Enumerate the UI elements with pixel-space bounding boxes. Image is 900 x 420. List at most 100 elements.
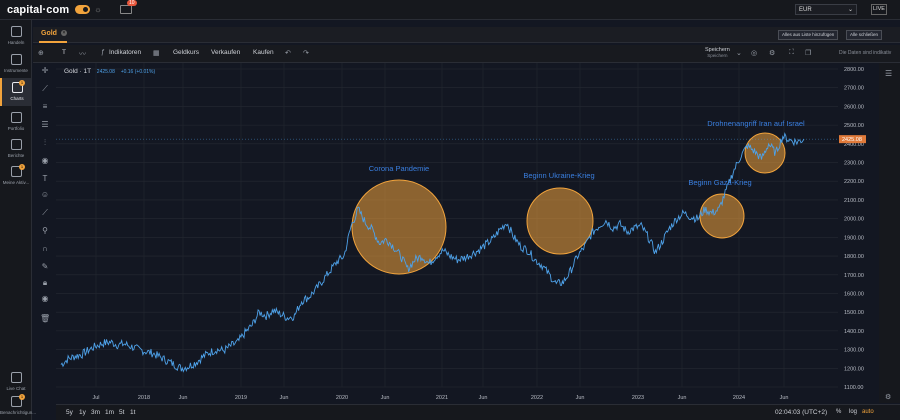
y-tick-label: 1900.00: [844, 235, 864, 241]
settings-lines-icon[interactable]: ☰: [885, 69, 893, 78]
period-1t[interactable]: 1t: [130, 409, 136, 416]
bottom-bar: 5y 1y 3m 1m 5t 1t 02:04:03 (UTC+2) % log…: [56, 404, 900, 420]
interval-button[interactable]: T: [62, 49, 66, 56]
logo[interactable]: capital·com: [7, 3, 70, 16]
currency-value: EUR: [799, 7, 812, 13]
circle-tool-icon[interactable]: ◉: [41, 156, 49, 165]
annotation-circle: [351, 179, 447, 275]
sidebar-item-label: Benachrichtigun...: [0, 410, 37, 415]
sidebar-item-live-chat[interactable]: Live Chat: [0, 368, 32, 396]
scale-settings-icon[interactable]: ⚙: [885, 394, 892, 401]
sidebar-badge: 1: [19, 394, 25, 400]
ruler-icon[interactable]: ⟋: [42, 208, 48, 217]
notifications-badge: 10: [127, 0, 137, 6]
buy-button[interactable]: Kaufen: [253, 49, 274, 56]
period-5y[interactable]: 5y: [66, 409, 73, 416]
chevron-down-icon[interactable]: ⌄: [736, 50, 742, 57]
activity-icon: [10, 166, 22, 177]
x-tick-label: 2018: [138, 395, 150, 401]
fullscreen-icon[interactable]: ⛶: [789, 49, 794, 56]
y-tick-label: 1300.00: [844, 348, 864, 354]
sidebar-item-label: Portfolio: [7, 126, 25, 131]
lock-icon[interactable]: 🔒︎: [42, 278, 48, 287]
sidebar-item-label: Charts: [10, 96, 24, 101]
fib-icon[interactable]: ☰: [41, 120, 49, 129]
sell-button[interactable]: Verkaufen: [211, 49, 241, 56]
crosshair-icon[interactable]: ✛: [41, 66, 49, 75]
sidebar-item-trade[interactable]: Handeln: [0, 22, 32, 50]
annotation-label: Beginn Ukraine-Krieg: [523, 171, 594, 180]
magnet-icon[interactable]: ∩: [42, 244, 48, 253]
chart-background: [56, 63, 879, 403]
y-tick-label: 1200.00: [844, 366, 864, 372]
sidebar-item-activity[interactable]: 1 Meine Aktiv...: [0, 162, 32, 190]
chat-icon: [10, 372, 22, 383]
add-to-list-button[interactable]: Alles aus Liste hinzufügen: [778, 30, 839, 40]
tab-gold[interactable]: Gold ×: [41, 30, 67, 37]
sidebar-item-reports[interactable]: Berichte: [0, 135, 32, 163]
y-tick-label: 2600.00: [844, 104, 864, 110]
annotation-circle: [526, 187, 594, 255]
trash-icon[interactable]: 🗑︎: [40, 314, 51, 323]
sidebar-item-label: Live Chat: [6, 386, 26, 391]
sidebar-item-portfolio[interactable]: Portfolio: [0, 108, 32, 136]
period-5t[interactable]: 5t: [119, 409, 125, 416]
zoom-icon[interactable]: ⚲: [42, 226, 48, 235]
chart-type-icon[interactable]: 〰: [79, 51, 86, 58]
notifications-icon[interactable]: 10: [119, 0, 137, 14]
y-tick-label: 2000.00: [844, 217, 864, 223]
redo-icon[interactable]: ↷: [303, 50, 309, 57]
price-chart[interactable]: 2800.00 2700.00 2600.00 2500.00 2400.00 2300.…: [56, 63, 879, 403]
period-1m[interactable]: 1m: [105, 409, 115, 416]
settings-gear-icon[interactable]: ⚙: [769, 50, 776, 57]
y-tick-label: 2200.00: [844, 179, 864, 185]
horizontal-lines-icon[interactable]: ≡: [42, 102, 48, 111]
y-tick-label: 2500.00: [844, 123, 864, 129]
log-toggle[interactable]: log: [849, 409, 858, 415]
trend-icon: [10, 26, 22, 37]
y-tick-label: 2800.00: [844, 67, 864, 73]
chevron-down-icon: ⌄: [847, 7, 853, 13]
period-1y[interactable]: 1y: [79, 409, 86, 416]
x-tick-label: 2024: [733, 395, 745, 401]
bid-price-button[interactable]: Geldkurs: [173, 49, 200, 56]
text-tool-icon[interactable]: T: [42, 174, 48, 183]
trend-line-icon[interactable]: ⟋: [42, 84, 48, 93]
dark-mode-toggle-icon[interactable]: [75, 5, 91, 14]
x-tick-label: Jun: [780, 395, 789, 401]
pencil-icon[interactable]: ✎: [41, 262, 49, 271]
clock: 02:04:03 (UTC+2): [775, 409, 828, 416]
currency-select[interactable]: EUR ⌄: [795, 4, 857, 15]
auto-toggle[interactable]: auto: [862, 409, 874, 415]
live-badge[interactable]: LIVE: [871, 4, 887, 15]
light-mode-icon[interactable]: ☼: [94, 5, 102, 14]
undo-icon[interactable]: ↶: [285, 50, 291, 57]
sidebar-item-instruments[interactable]: Instrumente: [0, 50, 32, 78]
add-instrument-icon[interactable]: ⊕: [38, 50, 44, 57]
emoji-icon[interactable]: ☺: [40, 190, 50, 199]
sidebar-item-notifications[interactable]: 1 Benachrichtigun...: [0, 392, 36, 420]
x-tick-label: Jun: [381, 395, 390, 401]
report-icon: [10, 139, 22, 150]
period-3m[interactable]: 3m: [91, 409, 101, 416]
eye-icon[interactable]: ◉: [41, 294, 49, 303]
last-price-tag-label: 2425.08: [842, 137, 862, 143]
channel-icon[interactable]: ⫶: [44, 138, 46, 147]
close-icon[interactable]: ×: [60, 30, 67, 37]
last-price: 2425.08: [96, 69, 115, 75]
layout-grid-icon[interactable]: ▦: [153, 50, 160, 57]
save-button[interactable]: Speichern Speichern: [705, 47, 730, 59]
chart-toolbar: ⊕ T 〰 ƒ Indikatoren ▦ Geldkurs Verkaufen…: [33, 45, 900, 63]
camera-icon[interactable]: ◎: [751, 50, 758, 57]
y-tick-label: 2300.00: [844, 161, 864, 167]
save-sublabel: Speichern: [707, 53, 728, 58]
percent-toggle[interactable]: %: [836, 409, 842, 415]
sidebar-item-charts[interactable]: 1 Charts: [0, 78, 32, 106]
tab-active-indicator: [39, 41, 67, 43]
indicators-button[interactable]: Indikatoren: [109, 49, 142, 56]
y-tick-label: 1100.00: [844, 385, 863, 391]
popout-icon[interactable]: ❐: [805, 50, 812, 57]
close-all-button[interactable]: Alle schließen: [846, 30, 883, 40]
chart-legend: Gold · 1T 2425.08 +0.16 (+0.01%): [64, 68, 155, 75]
save-label: Speichern: [705, 47, 730, 53]
